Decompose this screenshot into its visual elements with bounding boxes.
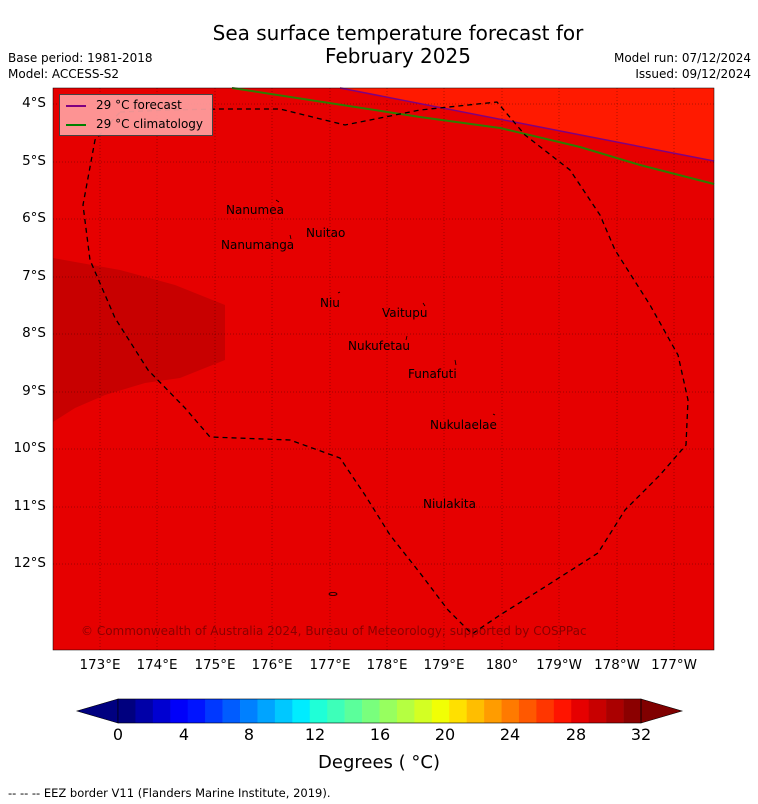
island-label-niulakita: Niulakita xyxy=(423,497,476,511)
base-period: Base period: 1981-2018 xyxy=(8,51,153,65)
colorbar-swatch xyxy=(414,699,433,723)
model-run: Model run: 07/12/2024 xyxy=(613,51,751,65)
lat-label: 8°S xyxy=(22,325,46,341)
page-title-line2: February 2025 xyxy=(325,44,471,68)
colorbar-swatch xyxy=(501,699,520,723)
lat-label: 4°S xyxy=(22,95,46,111)
colorbar-swatch xyxy=(240,699,258,723)
legend-item-climatology: 29 °C climatology xyxy=(66,117,203,131)
colorbar-under-arrow xyxy=(75,698,119,724)
lon-label: 180° xyxy=(485,657,519,673)
climatology-29c-isotherm xyxy=(231,87,715,185)
island-label-funafuti: Funafuti xyxy=(408,367,457,381)
model-name: Model: ACCESS-S2 xyxy=(8,67,120,81)
legend-swatch-forecast xyxy=(66,104,86,107)
legend-item-forecast: 29 °C forecast xyxy=(66,98,182,112)
map-grid xyxy=(53,88,714,650)
lat-label: 11°S xyxy=(13,498,47,514)
colorbar-swatch xyxy=(623,699,642,723)
eez-footnote: -- -- -- EEZ border V11 (Flanders Marine… xyxy=(8,786,331,800)
forecast-29c-isotherm xyxy=(339,87,715,162)
colorbar-over-arrow xyxy=(640,698,684,724)
colorbar-swatch xyxy=(327,699,345,723)
colorbar-swatch xyxy=(518,699,537,723)
lat-label: 9°S xyxy=(22,383,46,399)
island-label-nukufetau: Nukufetau xyxy=(348,339,411,353)
colorbar-swatch xyxy=(431,699,450,723)
colorbar-tick-label: 12 xyxy=(304,725,326,744)
colorbar-swatch xyxy=(606,699,624,723)
lon-label: 178°E xyxy=(366,657,408,673)
lon-label: 177°W xyxy=(651,657,697,673)
colorbar-tick-label: 28 xyxy=(565,725,587,744)
lon-label: 179°E xyxy=(423,657,465,673)
island-label-nanumanga: Nanumanga xyxy=(221,238,295,252)
colorbar-swatch xyxy=(396,699,415,723)
island-label-nuitao: Nuitao xyxy=(306,226,346,240)
colorbar-swatch xyxy=(170,699,189,723)
colorbar-swatch xyxy=(362,699,380,723)
lat-label: 5°S xyxy=(22,153,46,169)
colorbar-swatch xyxy=(466,699,485,723)
lon-label: 179°W xyxy=(536,657,582,673)
lat-label: 6°S xyxy=(22,210,46,226)
legend-swatch-climatology xyxy=(66,123,86,126)
lon-label: 176°E xyxy=(251,657,293,673)
lat-label: 7°S xyxy=(22,268,46,284)
colorbar-swatch xyxy=(449,699,467,723)
legend-label-climatology: 29 °C climatology xyxy=(96,117,204,131)
island-label-vaitupu: Vaitupu xyxy=(382,306,428,320)
colorbar-tick-label: 8 xyxy=(243,725,255,744)
island-label-nukulaelae: Nukulaelae xyxy=(430,418,497,432)
map-frame xyxy=(52,87,715,651)
lat-label: 12°S xyxy=(13,555,47,571)
colorbar-swatch xyxy=(205,699,223,723)
copyright-notice: © Commonwealth of Australia 2024, Bureau… xyxy=(81,624,587,638)
colorbar-swatch xyxy=(571,699,589,723)
island-label-nanumea: Nanumea xyxy=(226,203,284,217)
colorbar-tick-label: 0 xyxy=(112,725,124,744)
issued-date: Issued: 09/12/2024 xyxy=(635,67,751,81)
colorbar-swatch xyxy=(274,699,293,723)
lat-label: 10°S xyxy=(13,440,47,456)
page-title-line1: Sea surface temperature forecast for xyxy=(212,21,584,45)
colorbar-swatch xyxy=(379,699,398,723)
colorbar-units-label: Degrees ( °C) xyxy=(318,752,440,773)
colorbar-swatch xyxy=(553,699,572,723)
colorbar-swatch xyxy=(484,699,502,723)
colorbar-swatch xyxy=(292,699,311,723)
lon-label: 177°E xyxy=(309,657,351,673)
colorbar-swatch xyxy=(344,699,363,723)
lon-label: 178°W xyxy=(594,657,640,673)
colorbar-swatch xyxy=(135,699,154,723)
lon-label: 174°E xyxy=(136,657,178,673)
colorbar-tick-label: 20 xyxy=(434,725,456,744)
map-legend: 29 °C forecast 29 °C climatology xyxy=(59,94,213,136)
colorbar-swatch xyxy=(118,699,136,723)
colorbar-tick-label: 4 xyxy=(178,725,190,744)
legend-label-forecast: 29 °C forecast xyxy=(96,98,182,112)
colorbar xyxy=(75,698,684,724)
island-label-niu: Niu xyxy=(320,296,340,310)
colorbar-swatch xyxy=(187,699,206,723)
colorbar-tick-label: 32 xyxy=(630,725,652,744)
colorbar-swatch xyxy=(222,699,241,723)
colorbar-swatch xyxy=(588,699,607,723)
colorbar-swatch xyxy=(536,699,555,723)
colorbar-swatch xyxy=(309,699,328,723)
eez-border xyxy=(82,101,689,635)
colorbar-tick-label: 16 xyxy=(369,725,391,744)
colorbar-swatch xyxy=(152,699,171,723)
colorbar-swatch xyxy=(257,699,276,723)
sst-cool-region xyxy=(53,258,225,422)
colorbar-frame xyxy=(117,698,642,724)
lon-label: 175°E xyxy=(194,657,236,673)
island-outlines xyxy=(275,199,496,596)
colorbar-tick-label: 24 xyxy=(499,725,521,744)
lon-label: 173°E xyxy=(79,657,121,673)
